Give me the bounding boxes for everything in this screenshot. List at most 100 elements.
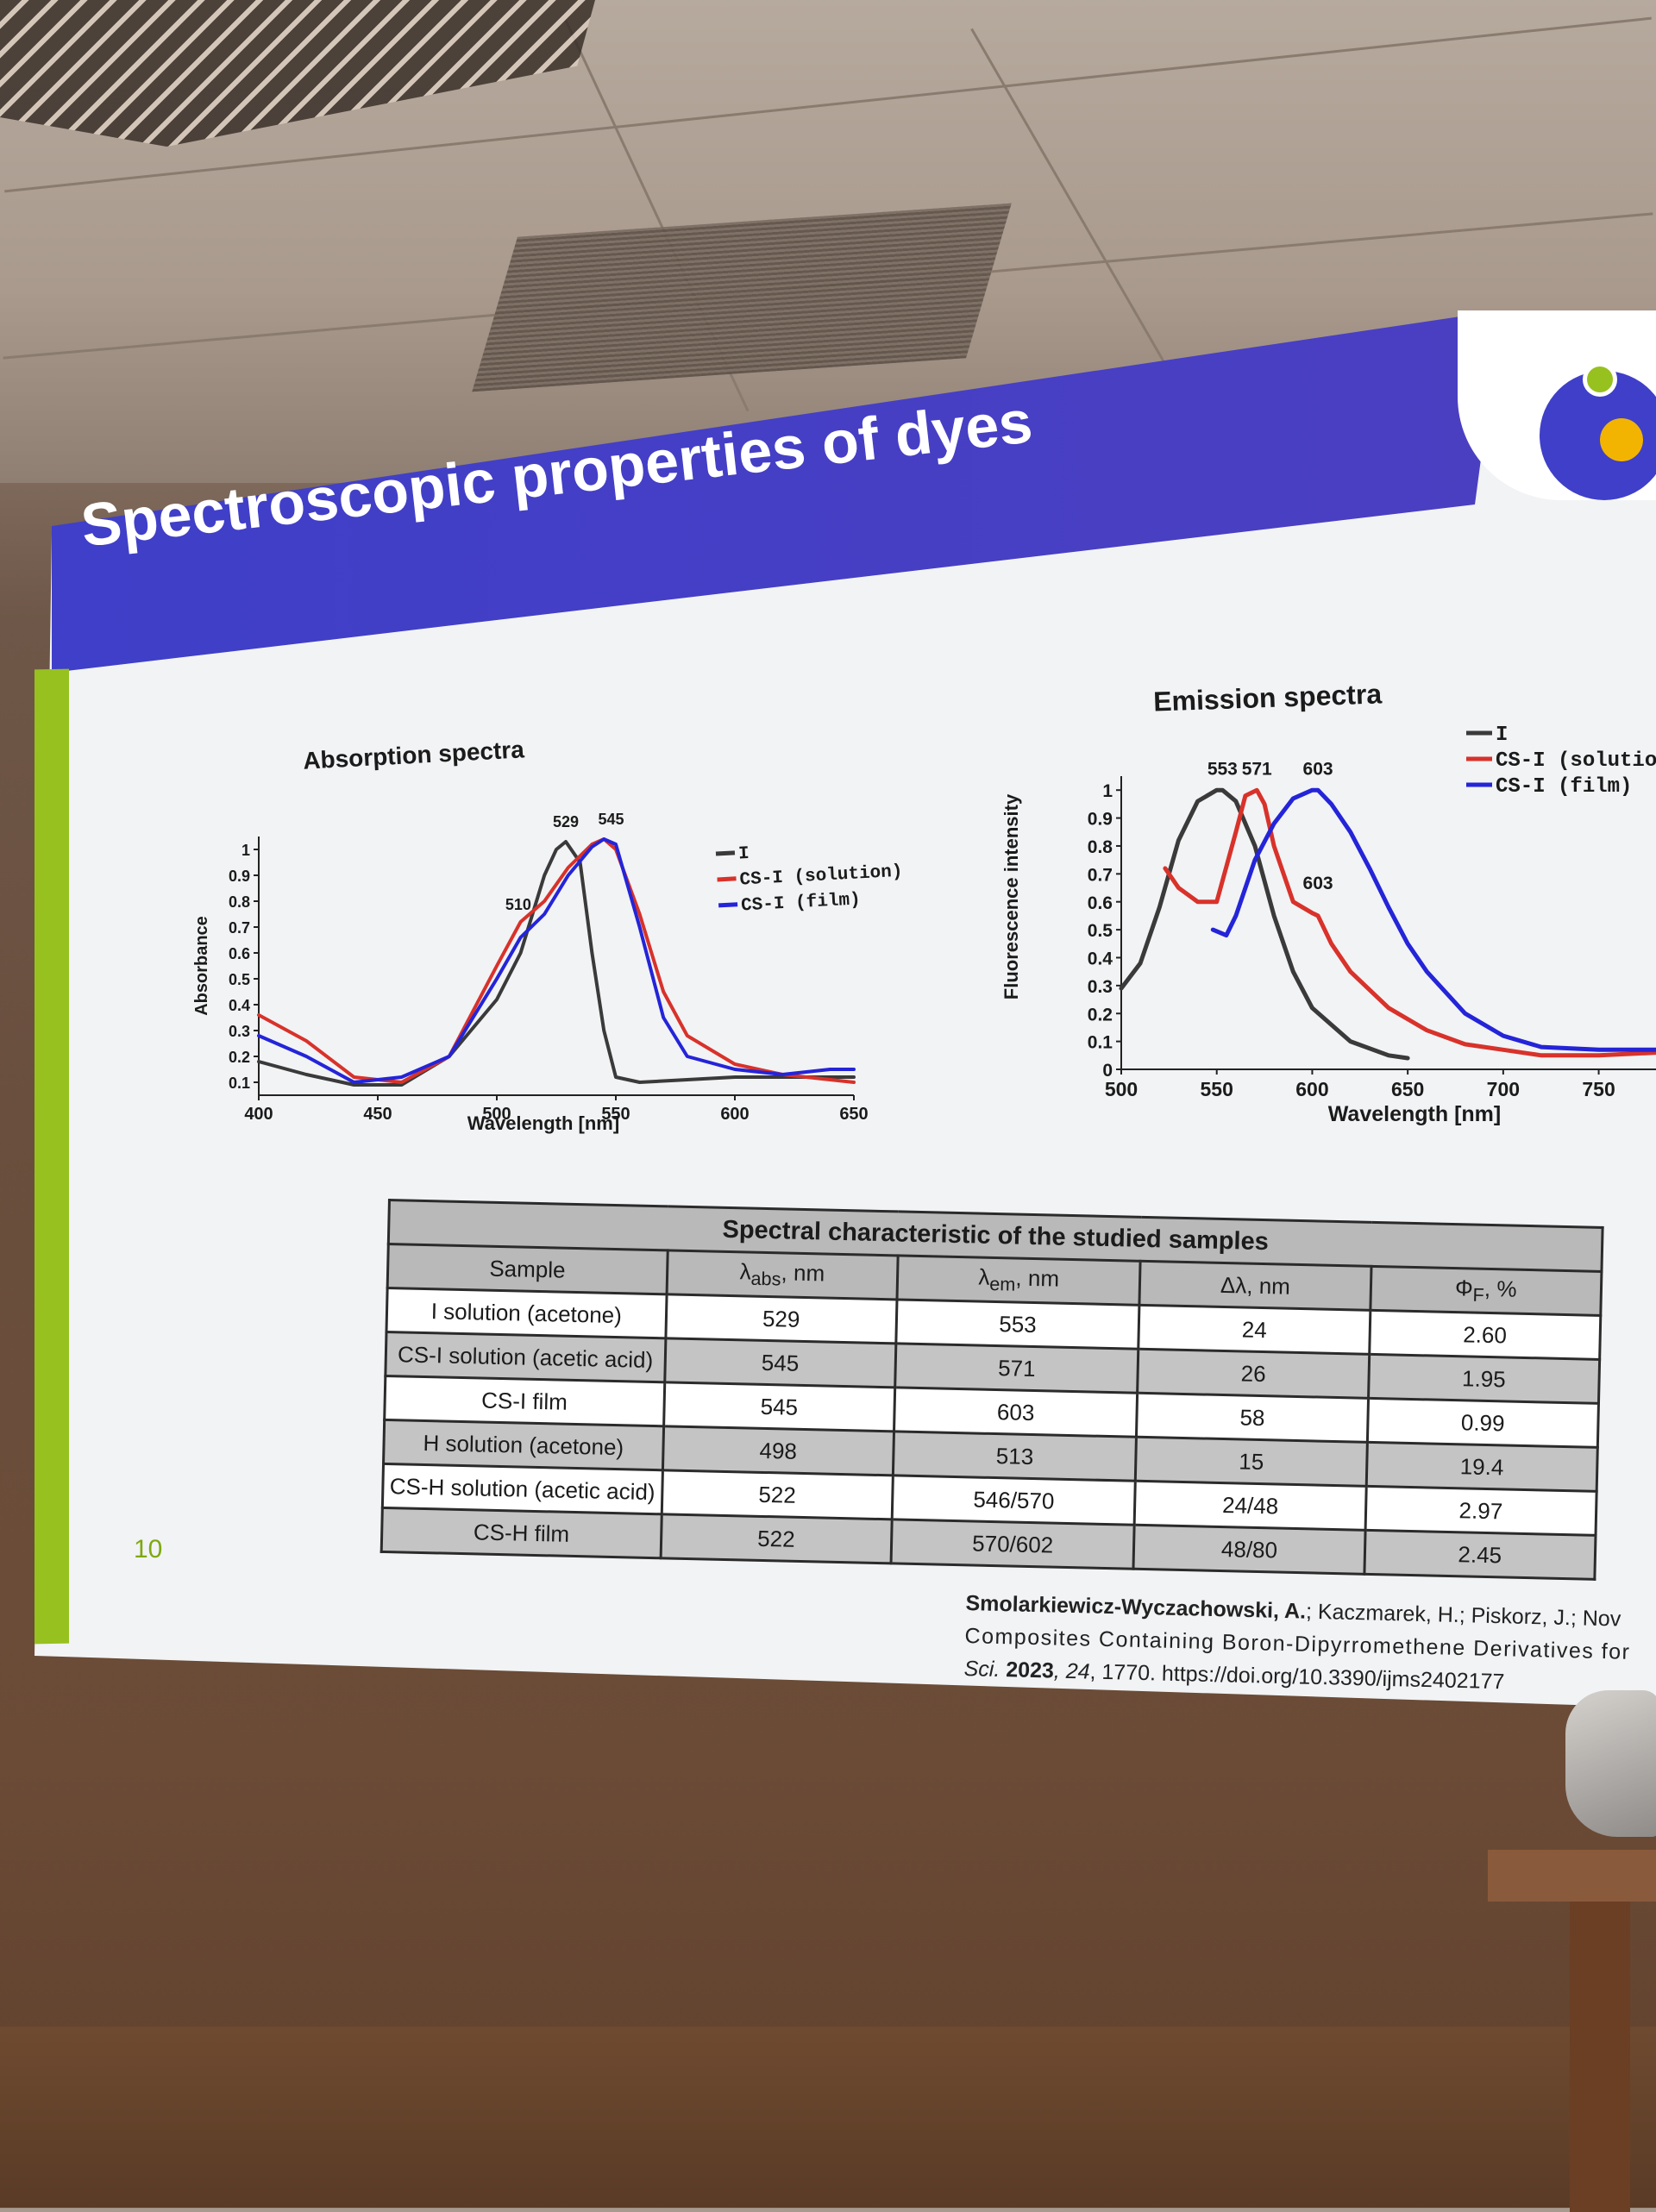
y-tick-label: 0.5 (1088, 921, 1113, 941)
legend-label-cs-i-solution: CS-I (solution) (739, 862, 903, 891)
absorption-ylabel: Absorbance (192, 916, 211, 1016)
x-tick-label: 500 (482, 1105, 511, 1124)
y-tick-label: 0.1 (229, 1075, 250, 1092)
y-tick-label: 0.3 (229, 1023, 250, 1040)
y-tick-label: 0.4 (229, 997, 250, 1014)
peak-label: 529 (553, 813, 579, 830)
x-tick-label: 550 (601, 1105, 630, 1124)
citation-year: 2023 (1005, 1657, 1055, 1683)
legend-label-cs-i-film: CS-I (film) (1496, 775, 1632, 799)
cell-abs: 498 (662, 1426, 894, 1476)
floor (0, 2027, 1656, 2208)
citation-volume: , 24 (1053, 1658, 1090, 1684)
desk-leg (1570, 1902, 1630, 2212)
cell-sample: CS-I film (384, 1375, 665, 1426)
header-phi: ΦF, % (1370, 1266, 1602, 1316)
x-tick-label: 700 (1487, 1078, 1520, 1100)
y-tick-label: 0.2 (1088, 1005, 1113, 1025)
desk (1488, 1850, 1656, 2212)
y-tick-label: 0.3 (1088, 977, 1113, 997)
y-tick-label: 1 (1102, 781, 1113, 801)
y-tick-label: 0.5 (229, 971, 250, 988)
cell-delta: 58 (1136, 1393, 1369, 1443)
y-tick-label: 1 (242, 842, 250, 859)
logo-yellow-dot (1600, 418, 1643, 461)
x-tick-label: 400 (244, 1105, 273, 1124)
cell-sample: CS-H film (381, 1507, 662, 1558)
emission-ylabel: Fluorescence intensity (1000, 793, 1022, 999)
x-tick-label: 600 (1295, 1078, 1328, 1100)
emission-xlabel: Wavelength [nm] (1328, 1102, 1501, 1126)
y-tick-label: 0.4 (1088, 949, 1113, 969)
citation-authors-rest: ; Kaczmarek, H.; Piskorz, J.; Nov (1305, 1599, 1622, 1632)
cell-phi: 2.97 (1364, 1486, 1597, 1536)
absorption-chart: Absorption spectra 400 450 500 550 600 650 0.1… (192, 736, 903, 1134)
absorption-xlabel: Wavelength [nm] (467, 1112, 619, 1134)
cell-sample: I solution (acetone) (386, 1288, 667, 1338)
y-tick-label: 0.7 (229, 919, 250, 937)
header-lambda-em-symbol: λ (978, 1263, 990, 1290)
peak-label: 571 (1242, 759, 1272, 779)
emission-plot-area: 500 550 600 650 700 750 0 0.1 0.2 0.3 0.4 0.5 0.6 0.7… (1088, 759, 1656, 1100)
cell-abs: 522 (660, 1513, 893, 1563)
legend-label-cs-i-solution: CS-I (solution) (1496, 749, 1656, 773)
absorption-legend: I CS-I (solution) CS-I (film) (715, 844, 903, 917)
cell-em: 513 (893, 1431, 1137, 1482)
cell-delta: 24 (1138, 1305, 1371, 1355)
citation-doi: , 1770. https://doi.org/10.3390/ijms2402… (1089, 1659, 1505, 1695)
x-tick-label: 450 (363, 1105, 392, 1124)
y-tick-label: 0.9 (229, 868, 250, 885)
cell-em: 603 (894, 1387, 1138, 1438)
series-line-i (1119, 787, 1410, 1061)
y-tick-label: 0 (1102, 1061, 1113, 1081)
header-lambda-abs-symbol: λ (739, 1258, 752, 1285)
cell-sample: CS-H solution (acetic acid) (382, 1463, 663, 1514)
plastic-bag (1565, 1690, 1656, 1837)
legend-label-I: I (737, 844, 750, 865)
cell-delta: 26 (1137, 1349, 1370, 1399)
citation-author-bold: Smolarkiewicz-Wyczachowski, A. (965, 1590, 1307, 1624)
legend-swatch-I (715, 850, 736, 856)
cell-sample: H solution (acetone) (383, 1419, 664, 1470)
peak-label: 603 (1303, 874, 1333, 893)
y-tick-label: 0.1 (1088, 1033, 1113, 1053)
x-tick-label: 550 (1201, 1078, 1233, 1100)
legend-label-cs-i-film: CS-I (film) (741, 890, 862, 916)
cell-abs: 529 (665, 1294, 897, 1344)
y-tick-label: 0.6 (229, 945, 250, 962)
y-tick-label: 0.9 (1088, 810, 1113, 830)
header-lambda-em-unit: , nm (1015, 1264, 1060, 1292)
series-line-cs-i-film (257, 837, 856, 1084)
cell-em: 571 (894, 1343, 1139, 1394)
cell-delta: 48/80 (1133, 1525, 1365, 1575)
peak-label: 603 (1303, 759, 1333, 779)
cell-abs: 522 (661, 1469, 894, 1520)
emission-title: Emission spectra (1153, 678, 1383, 717)
citation: Smolarkiewicz-Wyczachowski, A.; Kaczmare… (963, 1587, 1656, 1702)
citation-journal: Sci. (963, 1656, 1007, 1682)
desk-top (1488, 1850, 1656, 1902)
cell-phi: 19.4 (1365, 1442, 1598, 1492)
series-line-cs-i-solution (257, 837, 856, 1084)
cell-sample: CS-I solution (acetic acid) (385, 1332, 666, 1382)
peak-label: 553 (1208, 759, 1238, 779)
cell-phi: 0.99 (1367, 1398, 1599, 1448)
logo-green-dot (1583, 362, 1617, 397)
x-tick-label: 650 (839, 1105, 868, 1124)
cell-em: 553 (895, 1299, 1140, 1350)
cell-abs: 545 (663, 1382, 895, 1432)
absorption-plot-area: 400 450 500 550 600 650 0.1 0.2 0.3 0.4 0.5 0.6 0.7 0… (229, 811, 869, 1124)
header-lambda-em: λem, nm (896, 1255, 1141, 1306)
cell-abs: 545 (664, 1338, 896, 1388)
cell-delta: 15 (1135, 1437, 1368, 1487)
header-phi-symbol: Φ (1454, 1275, 1474, 1301)
header-lambda-em-sub: em (988, 1272, 1016, 1295)
cell-phi: 2.60 (1369, 1310, 1601, 1360)
y-tick-label: 0.8 (229, 893, 250, 911)
accent-bar (34, 668, 69, 1645)
absorption-title: Absorption spectra (303, 736, 525, 774)
x-tick-label: 650 (1391, 1078, 1424, 1100)
header-phi-sub: F (1472, 1283, 1485, 1306)
slide: Spectroscopic properties of dyes Absorpt… (34, 310, 1656, 1708)
header-lambda-abs: λabs, nm (666, 1250, 899, 1300)
